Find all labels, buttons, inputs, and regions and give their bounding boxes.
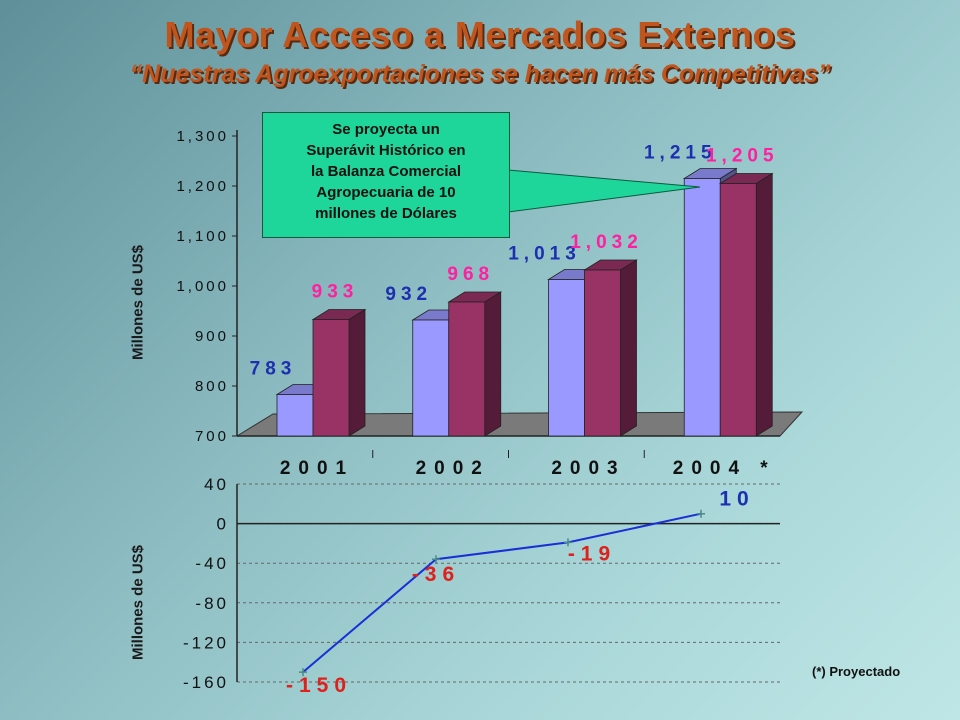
- line-series: [302, 512, 702, 673]
- bar-value-label: 1,215: [644, 143, 717, 164]
- bar-series-1: [683, 178, 721, 437]
- callout-line: millones de Dólares: [315, 205, 457, 222]
- callout-line: la Balanza Comercial: [310, 163, 462, 180]
- bar-x-tick-label: 2001: [280, 458, 354, 479]
- bar-value-label: 968: [447, 264, 494, 285]
- line-marker: [432, 555, 440, 564]
- chart-subtitle: “Nuestras Agroexportaciones se hacen más…: [129, 60, 831, 88]
- bar-series-1: [276, 394, 314, 437]
- line-value-label: 10: [719, 488, 754, 511]
- bar-series-2: [312, 319, 350, 437]
- line-value-label: -36: [412, 563, 460, 586]
- line-y-tick-label: -160: [183, 673, 229, 692]
- line-y-tick-label: -120: [183, 633, 229, 652]
- bar-side: [484, 291, 502, 437]
- bar-side: [348, 308, 366, 437]
- callout-line: Agropecuaria de 10: [316, 184, 456, 201]
- line-value-label: -19: [568, 542, 616, 565]
- line-y-tick-label: -80: [195, 594, 229, 613]
- bar-y-tick-label: 700: [195, 428, 229, 445]
- bar-value-label: 1,013: [508, 244, 581, 265]
- line-y-axis-label: Millones de US$: [129, 544, 147, 661]
- line-y-tick-label: -40: [195, 554, 229, 573]
- bar-y-tick-label: 800: [195, 378, 229, 395]
- bar-y-tick-label: 1,100: [176, 228, 229, 245]
- bar-series-2: [584, 269, 621, 437]
- bar-value-label: 783: [250, 359, 297, 380]
- bar-series-2: [719, 183, 757, 437]
- footnote: (*) Proyectado: [812, 664, 901, 679]
- bar-series-1: [548, 279, 585, 437]
- line-marker: [299, 668, 307, 677]
- bar-value-label: 933: [312, 282, 359, 303]
- bar-value-label: 932: [385, 284, 432, 305]
- line-marker: [564, 538, 572, 547]
- surplus-callout: Se proyecta un Superávit Histórico en la…: [262, 112, 510, 238]
- line-value-label: -150: [286, 674, 352, 697]
- bar-y-tick-label: 1,300: [176, 128, 229, 145]
- line-y-tick-label: 0: [217, 515, 229, 534]
- bar-y-tick-label: 1,200: [176, 178, 229, 195]
- bar-x-tick-label: 2003: [551, 458, 625, 479]
- bar-x-tick-label: 2004 *: [673, 458, 776, 479]
- bar-y-tick-label: 1,000: [176, 278, 229, 295]
- bar-series-2: [448, 301, 486, 437]
- bar-series-1: [412, 319, 450, 437]
- bar-side: [755, 172, 773, 437]
- callout-pointer: [507, 169, 701, 213]
- callout-line: Se proyecta un: [332, 121, 440, 138]
- chart-title: Mayor Acceso a Mercados Externos: [164, 14, 796, 55]
- bar-value-label: 1,205: [706, 146, 779, 167]
- bar-x-tick-label: 2002: [416, 458, 490, 479]
- line-y-tick-label: 40: [204, 475, 229, 494]
- bar-y-tick-label: 900: [195, 328, 229, 345]
- callout-line: Superávit Histórico en: [306, 142, 466, 159]
- bar-y-axis-label: Millones de US$: [129, 244, 147, 361]
- line-marker: [697, 509, 705, 518]
- bar-side: [620, 259, 637, 437]
- bar-value-label: 1,032: [570, 232, 643, 253]
